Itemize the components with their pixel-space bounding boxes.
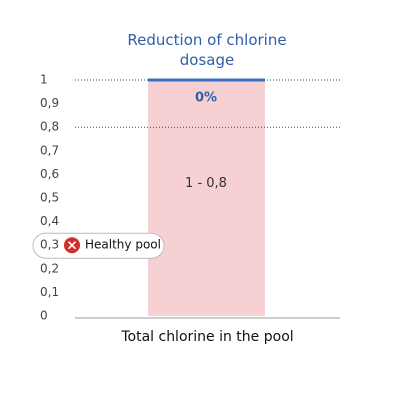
range-label: 1 - 0,8 [185,176,227,191]
y-tick-label: 0 [40,309,48,323]
y-tick-label: 0,6 [40,167,59,181]
y-tick-label: 0,4 [40,214,59,228]
reduction-label: 0% [195,91,217,106]
reference-icon-x [67,241,77,250]
x-tick-label: Total chlorine in the pool [121,329,294,345]
reference-label: Healthy pool [85,238,161,252]
y-tick-label: 0,7 [40,143,59,157]
chart-title: Reduction of chlorine dosage [127,31,287,69]
y-tick-label: 0,8 [40,120,59,134]
reference-pill [32,232,165,259]
y-tick-label: 0,1 [40,285,59,299]
y-tick-label: 0,2 [40,261,59,275]
y-tick-label: 1 [40,73,48,87]
y-tick-label: 0,5 [40,191,59,205]
bar [148,80,265,316]
y-tick-label: 0,9 [40,96,59,110]
y-tick-label: 0,3 [40,238,59,252]
